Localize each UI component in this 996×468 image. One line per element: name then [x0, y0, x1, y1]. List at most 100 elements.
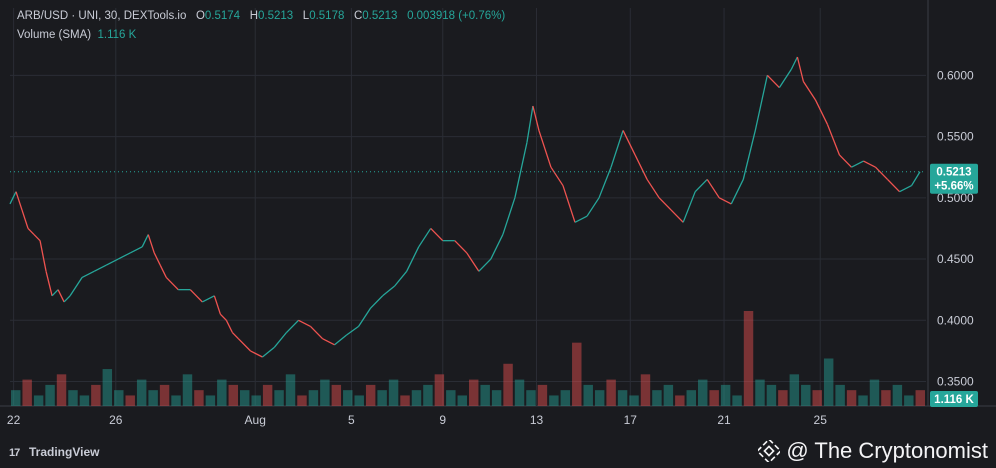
price-segment[interactable]	[322, 338, 335, 346]
price-segment[interactable]	[105, 258, 119, 266]
price-segment[interactable]	[838, 154, 852, 168]
price-segment[interactable]	[334, 334, 347, 346]
price-segment[interactable]	[454, 240, 468, 254]
price-segment[interactable]	[250, 350, 263, 358]
price-segment[interactable]	[159, 264, 167, 278]
price-segment[interactable]	[532, 105, 540, 131]
price-segment[interactable]	[899, 184, 912, 193]
price-segment[interactable]	[153, 252, 161, 266]
price-segment[interactable]	[646, 179, 660, 199]
price-segment[interactable]	[117, 252, 131, 260]
price-segment[interactable]	[213, 295, 221, 315]
price-segment[interactable]	[742, 130, 756, 180]
price-segment[interactable]	[670, 209, 684, 223]
price-segment[interactable]	[718, 197, 732, 205]
price-segment[interactable]	[851, 160, 864, 168]
volume-bar	[594, 390, 605, 406]
volume-bar	[720, 384, 731, 406]
price-segment[interactable]	[418, 228, 432, 248]
price-segment[interactable]	[45, 271, 53, 296]
price-segment[interactable]	[658, 197, 672, 211]
price-segment[interactable]	[9, 191, 17, 205]
price-segment[interactable]	[219, 313, 227, 321]
price-segment[interactable]	[69, 277, 83, 297]
price-segment[interactable]	[814, 99, 829, 125]
price-segment[interactable]	[610, 130, 624, 168]
volume-bar	[423, 384, 433, 406]
price-segment[interactable]	[887, 178, 901, 193]
price-segment[interactable]	[273, 332, 287, 348]
price-segment[interactable]	[93, 264, 107, 272]
price-segment[interactable]	[39, 240, 47, 272]
close-label: C	[353, 10, 363, 22]
price-segment[interactable]	[141, 234, 149, 248]
price-segment[interactable]	[826, 124, 841, 156]
price-segment[interactable]	[225, 319, 233, 333]
price-segment[interactable]	[754, 75, 768, 131]
price-segment[interactable]	[598, 166, 612, 199]
volume-bar	[274, 390, 284, 406]
price-segment[interactable]	[634, 154, 648, 180]
price-segment[interactable]	[310, 325, 324, 340]
price-segment[interactable]	[202, 295, 215, 303]
tradingview-logo[interactable]: 17 TradingView	[9, 445, 99, 459]
price-segment[interactable]	[165, 276, 179, 291]
price-segment[interactable]	[778, 68, 792, 88]
price-segment[interactable]	[33, 234, 41, 242]
price-segment[interactable]	[430, 227, 444, 242]
volume-bar	[171, 395, 181, 406]
price-segment[interactable]	[298, 319, 311, 327]
price-segment[interactable]	[237, 338, 251, 352]
volume-bar	[228, 384, 238, 406]
price-segment[interactable]	[231, 332, 239, 340]
price-segment[interactable]	[490, 234, 504, 260]
price-segment[interactable]	[538, 130, 552, 168]
price-segment[interactable]	[796, 56, 805, 82]
volume-bar	[835, 384, 845, 406]
price-segment[interactable]	[478, 258, 492, 272]
price-segment[interactable]	[466, 252, 480, 272]
volume-value: 1.116 K	[97, 29, 137, 41]
price-segment[interactable]	[562, 185, 576, 223]
y-tick-label: 0.5500	[937, 130, 974, 144]
price-segment[interactable]	[622, 130, 636, 156]
price-segment[interactable]	[550, 166, 564, 186]
price-segment[interactable]	[382, 285, 396, 297]
price-segment[interactable]	[406, 246, 420, 272]
price-segment[interactable]	[682, 191, 696, 223]
price-segment[interactable]	[586, 197, 600, 217]
price-segment[interactable]	[346, 325, 359, 336]
price-segment[interactable]	[514, 142, 528, 198]
price-segment[interactable]	[694, 178, 708, 193]
price-segment[interactable]	[358, 307, 372, 327]
price-segment[interactable]	[81, 270, 95, 278]
volume-bar	[125, 395, 135, 406]
price-segment[interactable]	[911, 171, 921, 186]
price-segment[interactable]	[15, 191, 23, 211]
price-segment[interactable]	[189, 289, 203, 303]
price-segment[interactable]	[863, 160, 876, 168]
price-segment[interactable]	[574, 215, 588, 223]
price-segment[interactable]	[706, 179, 720, 199]
price-segment[interactable]	[262, 346, 275, 358]
price-segment[interactable]	[147, 234, 155, 254]
price-segment[interactable]	[370, 295, 384, 309]
price-segment[interactable]	[129, 246, 143, 254]
price-segment[interactable]	[63, 295, 71, 303]
price-segment[interactable]	[730, 179, 744, 205]
price-segment[interactable]	[21, 209, 29, 229]
price-segment[interactable]	[502, 197, 516, 235]
volume-bar	[617, 390, 628, 406]
price-segment[interactable]	[766, 74, 780, 89]
price-segment[interactable]	[51, 289, 59, 297]
price-segment[interactable]	[790, 56, 798, 70]
price-segment[interactable]	[802, 81, 816, 101]
price-segment[interactable]	[875, 166, 888, 180]
price-segment[interactable]	[526, 105, 534, 143]
price-segment[interactable]	[27, 227, 35, 236]
volume-bar	[400, 395, 410, 406]
price-segment[interactable]	[394, 270, 408, 287]
price-segment[interactable]	[286, 319, 299, 333]
price-segment[interactable]	[57, 289, 65, 303]
